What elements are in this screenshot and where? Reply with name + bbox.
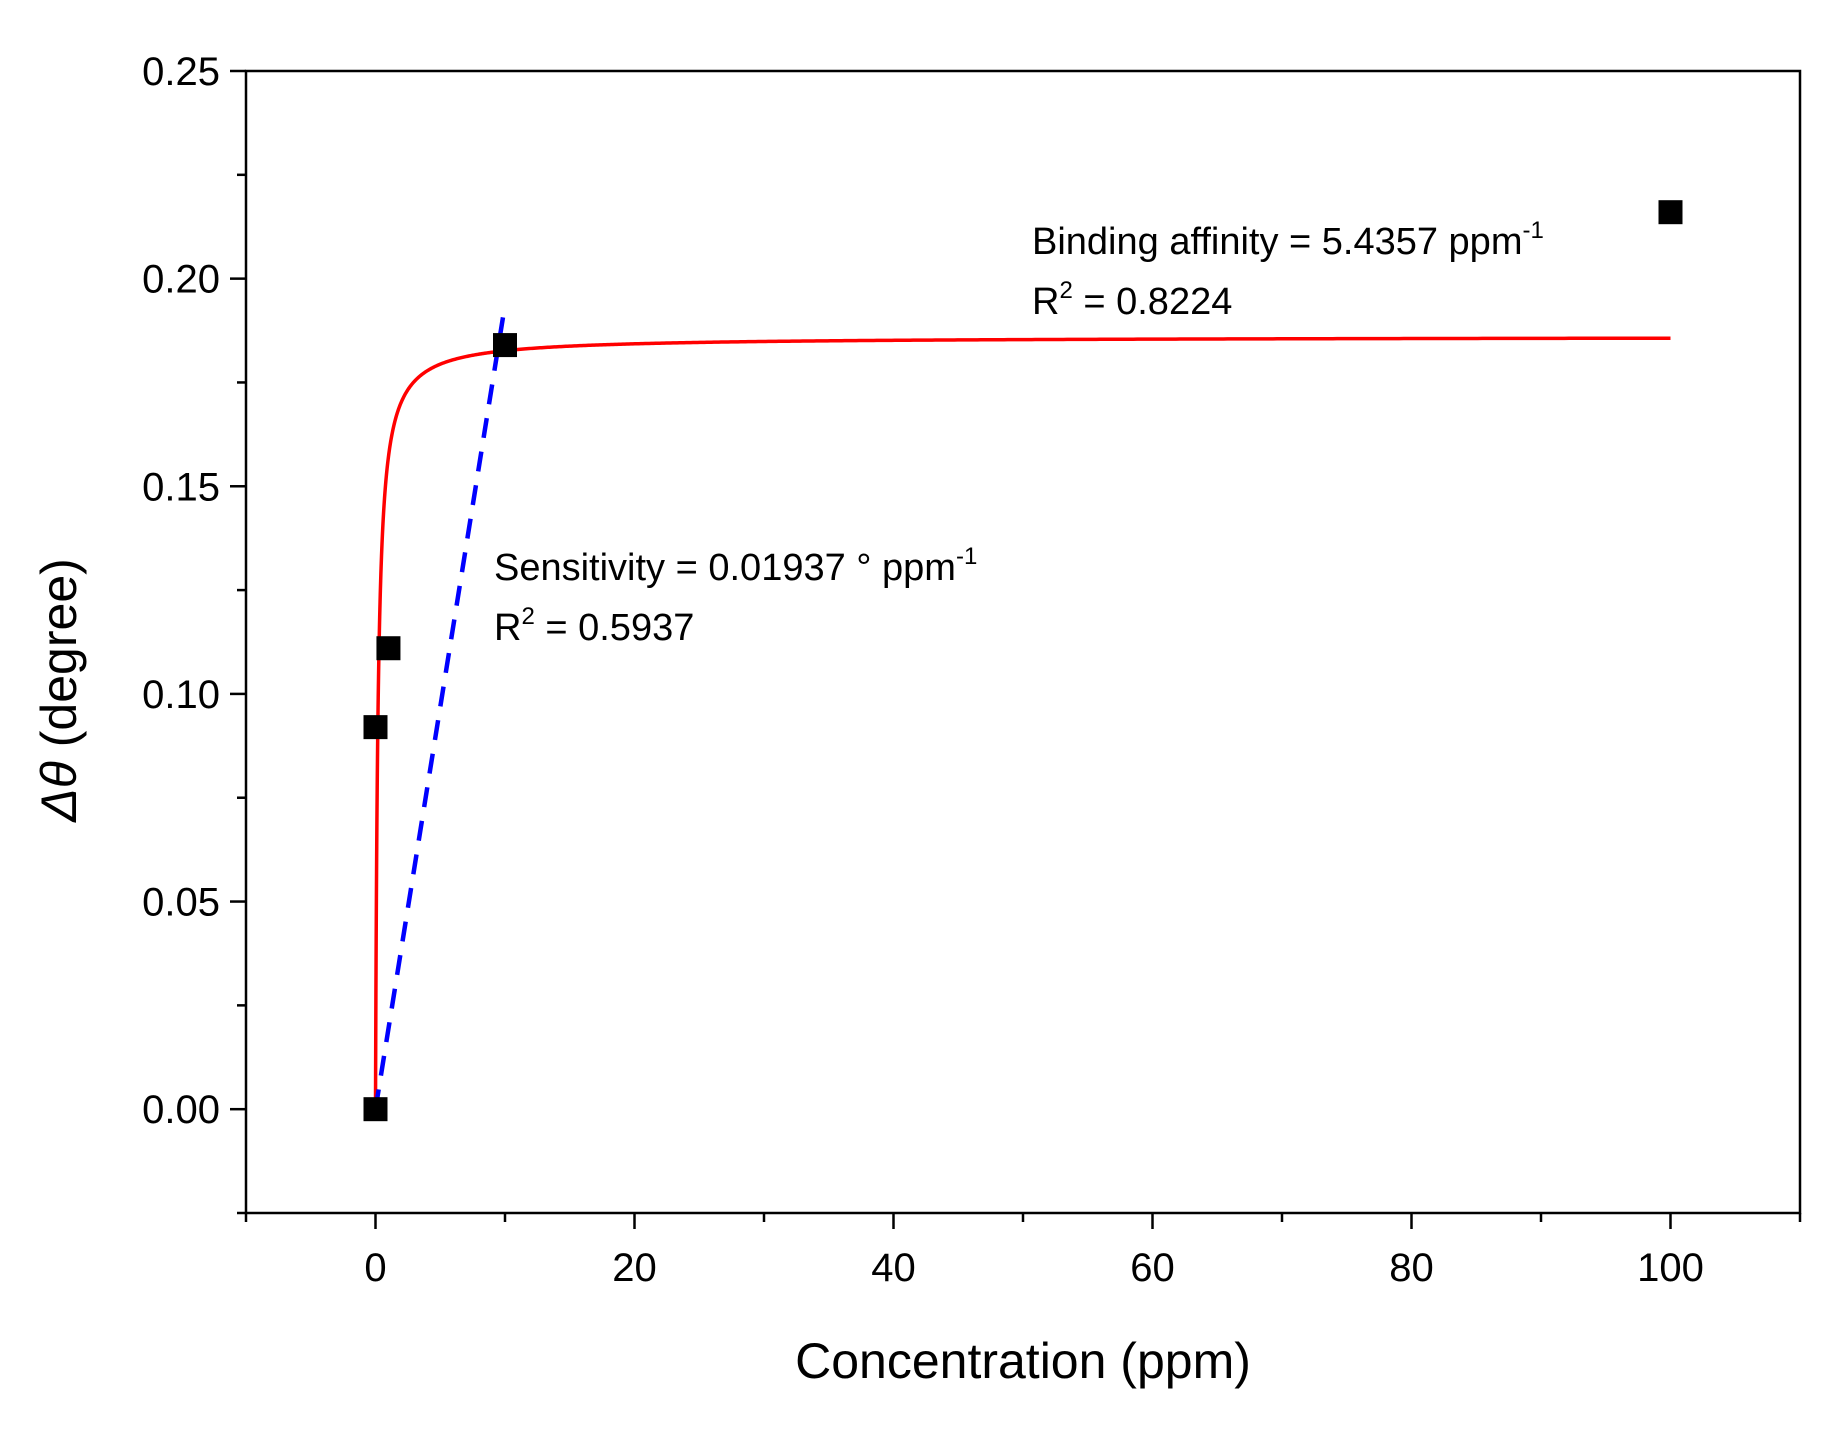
- y-axis-symbol: Δθ: [31, 761, 87, 823]
- fit-curve-binding-fit: [373, 336, 1671, 1111]
- y-tick-label: 0.10: [142, 673, 220, 717]
- marker-layer: [363, 200, 1683, 1122]
- x-tick-label: 40: [871, 1246, 916, 1290]
- data-point: [363, 1097, 388, 1122]
- sensitivity-annotation: Sensitivity = 0.01937 ° ppm-1 R2 = 0.593…: [494, 543, 977, 649]
- binding-r2-label: R2 = 0.8224: [1032, 277, 1232, 323]
- data-point: [376, 636, 401, 661]
- x-tick-label: 20: [612, 1246, 657, 1290]
- y-tick-label: 0.05: [142, 881, 220, 925]
- y-tick-label: 0.25: [142, 50, 220, 94]
- y-tick-label: 0.00: [142, 1088, 220, 1132]
- x-tick-label: 100: [1637, 1246, 1704, 1290]
- series-layer: [373, 304, 1671, 1111]
- binding-annotation: Binding affinity = 5.4357 ppm-1 R2 = 0.8…: [1032, 217, 1544, 323]
- y-tick-label: 0.15: [142, 465, 220, 509]
- y-tick-label: 0.20: [142, 258, 220, 302]
- binding-affinity-label: Binding affinity = 5.4357 ppm-1: [1032, 217, 1544, 263]
- sensitivity-label: Sensitivity = 0.01937 ° ppm-1: [494, 543, 977, 589]
- data-point: [1658, 200, 1683, 225]
- data-point: [363, 715, 388, 740]
- plot-frame: [244, 69, 1802, 1215]
- x-tick-label: 60: [1130, 1246, 1175, 1290]
- y-axis-ticks: 0.00 0.05 0.10 0.15 0.20 0.25: [142, 50, 246, 1215]
- x-tick-label: 80: [1389, 1246, 1434, 1290]
- x-axis-ticks: 0 20 40 60 80 100: [244, 1213, 1802, 1290]
- x-tick-label: 0: [364, 1246, 386, 1290]
- y-axis-unit: (degree): [31, 558, 87, 761]
- x-axis-title: Concentration (ppm): [795, 1333, 1251, 1389]
- data-point: [493, 333, 517, 358]
- sensitivity-r2-label: R2 = 0.5937: [494, 603, 694, 649]
- y-axis-title: Δθ (degree): [31, 558, 87, 823]
